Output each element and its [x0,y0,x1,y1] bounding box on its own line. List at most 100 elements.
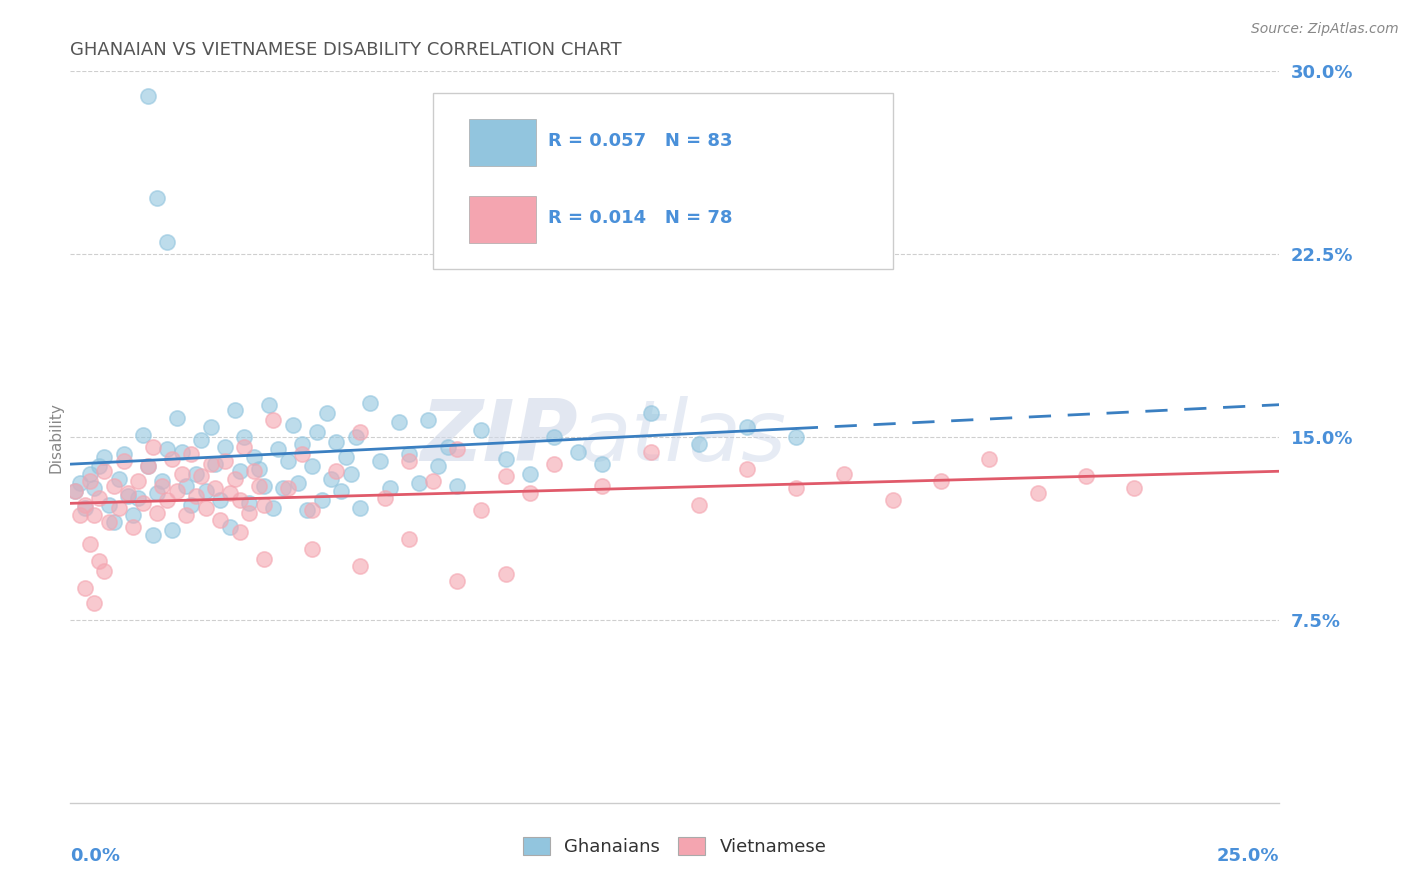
Point [176,479,198,493]
Point [122,508,145,522]
Point [98,499,121,513]
Point [160,452,183,467]
Point [127,474,149,488]
Point [238,496,260,510]
Point [287,476,309,491]
Point [107,471,129,485]
Point [176,508,198,522]
Point [141,440,163,454]
Text: 0.0%: 0.0% [70,847,121,864]
Point [349,425,371,440]
Point [224,471,246,485]
Point [301,459,323,474]
Point [519,467,541,481]
Point [340,467,363,481]
Legend: Ghanaians, Vietnamese: Ghanaians, Vietnamese [523,837,827,856]
Point [170,467,193,481]
Point [79,467,101,481]
Point [63,483,86,498]
Point [470,503,492,517]
Point [156,235,179,249]
Point [150,479,173,493]
Point [315,406,337,420]
Point [63,483,86,498]
Point [136,459,159,474]
FancyBboxPatch shape [470,119,536,167]
Point [929,474,952,488]
Point [335,450,357,464]
Point [200,420,222,434]
Point [170,444,193,458]
Point [688,499,710,513]
Point [160,523,183,537]
Point [398,454,420,468]
Point [688,437,710,451]
Point [146,506,169,520]
Point [190,469,212,483]
Point [107,500,129,515]
Text: Source: ZipAtlas.com: Source: ZipAtlas.com [1251,22,1399,37]
Point [253,499,276,513]
Point [136,459,159,474]
Point [228,525,250,540]
Point [418,413,440,427]
Point [349,500,371,515]
Point [93,564,115,578]
Point [446,479,468,493]
Point [277,481,299,495]
Point [737,420,759,434]
Point [209,493,232,508]
Point [378,481,401,495]
Point [267,442,290,457]
Point [446,442,468,457]
Point [228,493,250,508]
Point [180,447,202,461]
Point [301,503,323,517]
Point [89,554,111,568]
Point [262,413,284,427]
Point [1123,481,1146,495]
Point [325,464,347,478]
Point [204,457,226,471]
Point [495,469,517,483]
Point [640,406,662,420]
Point [519,211,541,225]
Point [89,491,111,505]
Point [374,491,396,505]
Point [640,444,662,458]
Point [146,486,169,500]
Point [180,499,202,513]
Point [277,454,299,468]
Text: ZIP: ZIP [420,395,578,479]
Point [89,459,111,474]
Text: atlas: atlas [578,395,786,479]
Point [73,581,96,595]
Point [247,462,270,476]
Point [321,471,343,485]
Y-axis label: Disability: Disability [48,401,63,473]
Point [882,493,904,508]
Point [262,500,284,515]
Point [184,489,207,503]
Point [495,452,517,467]
Point [112,454,135,468]
Point [408,476,430,491]
Point [69,508,91,522]
Point [979,452,1001,467]
FancyBboxPatch shape [433,94,893,268]
Point [519,486,541,500]
Point [388,416,411,430]
Point [224,403,246,417]
Text: R = 0.014   N = 78: R = 0.014 N = 78 [548,209,733,227]
Text: 25.0%: 25.0% [1218,847,1279,864]
Point [311,493,333,508]
Point [349,559,371,574]
Point [83,508,105,522]
Point [83,596,105,610]
Point [214,454,236,468]
Point [495,566,517,581]
Point [330,483,353,498]
Point [156,442,179,457]
Point [141,527,163,541]
Text: R = 0.057   N = 83: R = 0.057 N = 83 [548,132,733,150]
